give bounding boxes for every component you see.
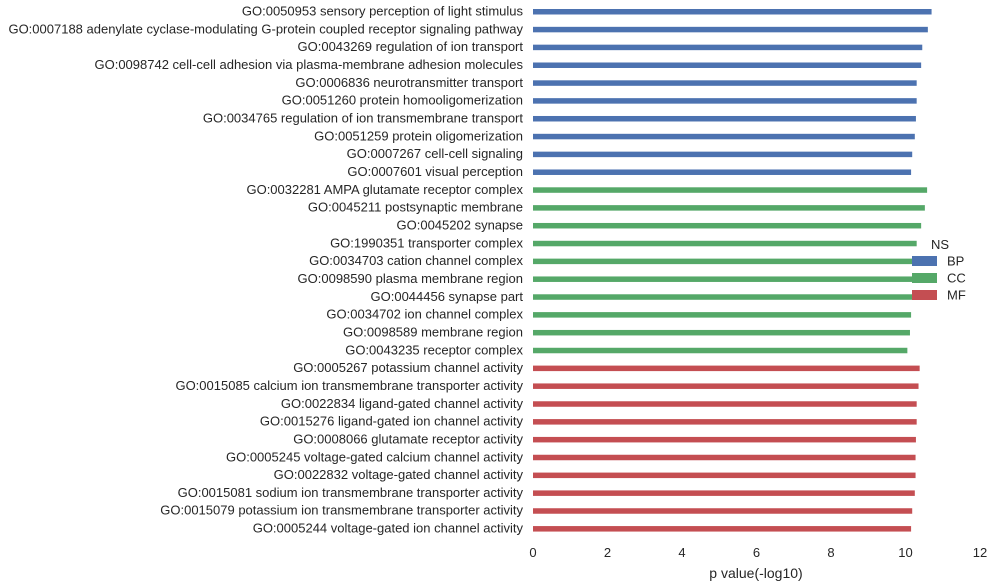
legend-title: NS [931,237,949,252]
category-label: GO:0043235 receptor complex [345,342,523,357]
category-label: GO:0050953 sensory perception of light s… [242,4,524,19]
bar [533,80,917,86]
category-label: GO:0043269 regulation of ion transport [298,39,524,54]
bar [533,151,913,158]
bar [533,205,925,211]
bar [533,436,916,443]
x-tick-label: 6 [753,545,760,560]
category-label: GO:0007601 visual perception [347,164,523,179]
category-label: GO:0045202 synapse [397,217,523,232]
legend-swatch [912,290,937,300]
category-label: GO:0051259 protein oligomerization [314,128,523,143]
bar [533,472,916,479]
bar [533,490,915,496]
legend-entry-label: BP [947,254,964,269]
category-label: GO:0098742 cell-cell adhesion via plasma… [94,57,523,72]
category-label: GO:0015079 potassium ion transmembrane t… [160,503,523,518]
bar [533,329,910,336]
category-label: GO:0015081 sodium ion transmembrane tran… [178,485,524,500]
x-tick-label: 8 [827,545,834,560]
legend: NS BP CC MF [912,237,966,303]
bar [533,44,923,51]
bar [533,312,912,318]
category-label: GO:0034702 ion channel complex [326,307,523,322]
category-label: GO:1990351 transporter complex [330,235,523,250]
category-label: GO:0098589 membrane region [343,324,523,339]
x-tick-label: 4 [678,545,685,560]
category-label: GO:0006836 neurotransmitter transport [295,75,523,90]
bar [533,365,920,372]
bar [533,347,908,354]
category-label: GO:0034703 cation channel complex [309,253,523,268]
legend-entry-label: MF [947,288,966,303]
x-tick-label: 12 [973,545,987,560]
category-label: GO:0044456 synapse part [371,289,524,304]
bar [533,383,919,389]
bar [533,508,913,514]
bar [533,276,913,282]
category-label: GO:0008066 glutamate receptor activity [293,431,523,446]
bar [533,187,928,193]
bars-layer [533,9,932,532]
x-axis-label: p value(-log10) [709,565,802,581]
x-axis: 0 2 4 6 8 10 12 [529,545,987,560]
category-label: GO:0032281 AMPA glutamate receptor compl… [246,182,523,197]
category-label: GO:0005244 voltage-gated ion channel act… [253,521,524,536]
bar [533,9,932,15]
category-label: GO:0015276 ligand-gated ion channel acti… [260,414,524,429]
bar [533,258,915,265]
category-label: GO:0045211 postsynaptic membrane [308,200,523,215]
x-tick-label: 10 [898,545,912,560]
category-labels: GO:0050953 sensory perception of light s… [8,4,523,536]
category-label: GO:0022832 voltage-gated channel activit… [274,467,524,482]
category-label: GO:0022834 ligand-gated channel activity [281,396,524,411]
category-label: GO:0034765 regulation of ion transmembra… [203,110,524,125]
bar [533,294,913,300]
bar [533,526,912,532]
legend-entry-label: CC [947,271,966,286]
bar [533,98,917,104]
bar [533,115,916,122]
x-tick-label: 0 [529,545,536,560]
category-label: GO:0051260 protein homooligomerization [282,93,523,108]
category-label: GO:0005267 potassium channel activity [293,360,523,375]
category-label: GO:0007267 cell-cell signaling [347,146,523,161]
bar [533,454,916,461]
legend-swatch [912,256,937,266]
bar [533,26,928,33]
category-label: GO:0005245 voltage-gated calcium channel… [226,449,524,464]
category-label: GO:0007188 adenylate cyclase-modulating … [8,21,523,36]
bar [533,169,912,175]
x-tick-label: 2 [604,545,611,560]
bar [533,62,922,68]
legend-swatch [912,273,937,283]
bar [533,419,917,425]
bar [533,222,922,229]
bar [533,133,915,140]
bar [533,401,917,407]
category-label: GO:0015085 calcium ion transmembrane tra… [175,378,523,393]
bar [533,240,917,247]
category-label: GO:0098590 plasma membrane region [298,271,523,286]
